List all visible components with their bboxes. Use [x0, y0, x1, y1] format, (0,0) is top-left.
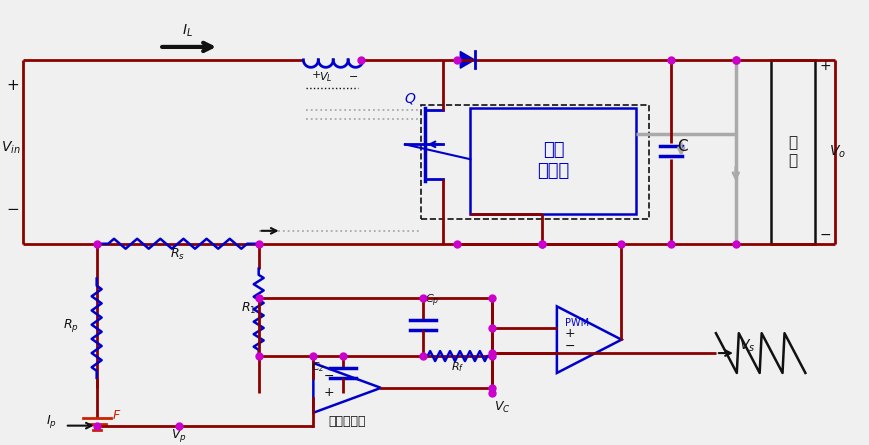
Text: $R_f$: $R_f$: [450, 360, 464, 374]
Text: $I_L$: $I_L$: [182, 23, 192, 40]
Text: 电流放大器: 电流放大器: [328, 415, 366, 428]
Text: −: −: [819, 228, 830, 242]
Bar: [770, 60, 814, 244]
Text: $-$: $-$: [348, 70, 358, 80]
Text: +: +: [6, 78, 19, 93]
Text: +: +: [819, 59, 830, 73]
Text: −: −: [323, 370, 334, 383]
Text: $R_p$: $R_p$: [63, 317, 79, 334]
Text: $V_L$: $V_L$: [319, 70, 333, 84]
Text: Q: Q: [404, 92, 415, 105]
Text: $V_{in}$: $V_{in}$: [2, 139, 21, 156]
Text: F: F: [112, 409, 120, 422]
Text: 負
載: 負 載: [787, 136, 797, 168]
Text: PWM: PWM: [564, 318, 588, 328]
Text: $C_p$: $C_p$: [424, 293, 439, 309]
Text: C: C: [676, 139, 687, 154]
Text: $R_s$: $R_s$: [169, 247, 184, 262]
Bar: [470, 108, 636, 214]
Bar: [421, 105, 648, 219]
Text: $C_z$: $C_z$: [311, 360, 325, 374]
Text: +: +: [564, 327, 574, 340]
Text: $V_p$: $V_p$: [171, 427, 187, 444]
Text: $I_p$: $I_p$: [46, 413, 56, 430]
Text: −: −: [564, 340, 574, 352]
Text: 閘極
驅動器: 閘極 驅動器: [537, 142, 569, 180]
Polygon shape: [460, 52, 474, 68]
Text: $V_s$: $V_s$: [738, 338, 754, 355]
Text: −: −: [6, 202, 19, 217]
Text: $+$: $+$: [311, 69, 322, 80]
Text: $R_1$: $R_1$: [241, 301, 255, 316]
Text: $V_o$: $V_o$: [828, 144, 846, 160]
Text: +: +: [323, 386, 334, 399]
Text: $V_C$: $V_C$: [494, 400, 510, 415]
